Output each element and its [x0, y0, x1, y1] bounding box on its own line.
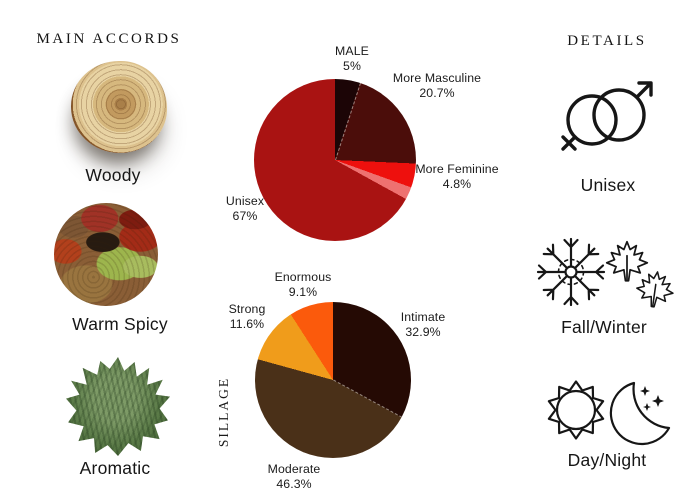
sillage-label-intimate: Intimate 32.9% [400, 310, 446, 339]
unisex-gender-icon [561, 81, 653, 151]
gender-label-unisex: Unisex 67% [225, 194, 265, 223]
sparkle-icon [652, 395, 664, 407]
moon-icon [609, 381, 671, 446]
gender-pie-divider [334, 82, 361, 161]
sparkle-icon [643, 403, 651, 411]
sillage-label-enormous: Enormous 9.1% [274, 270, 332, 299]
detail-label-unisex: Unisex [580, 175, 636, 195]
spices-image [54, 203, 158, 306]
sillage-label-moderate: Moderate 46.3% [267, 462, 321, 491]
maple-leaf-icon [633, 268, 677, 310]
male-arrow [635, 81, 653, 99]
detail-label-fall-winter: Fall/Winter [561, 317, 647, 337]
gender-label-more-feminine: More Feminine 4.8% [415, 162, 499, 191]
conifer-sprig-image [66, 357, 170, 456]
main-accords-title: MAIN ACCORDS [36, 31, 182, 47]
sun-icon [547, 380, 605, 440]
detail-label-day-night: Day/Night [567, 450, 647, 470]
fall-winter-icon [536, 237, 677, 310]
male-circle [592, 88, 646, 142]
accord-label-aromatic: Aromatic [79, 458, 151, 478]
accord-label-woody: Woody [85, 165, 141, 185]
female-circle [566, 94, 618, 146]
maple-leaf-icon [605, 240, 649, 282]
details-title: DETAILS [567, 33, 647, 49]
sparkle-icon [640, 386, 650, 396]
day-night-icon [547, 380, 671, 446]
wood-slice-image [71, 61, 167, 153]
sillage-label-strong: Strong 11.6% [228, 302, 266, 331]
snowflake-icon [536, 237, 606, 307]
gender-label-more-masculine: More Masculine 20.7% [392, 71, 482, 100]
accord-label-warm-spicy: Warm Spicy [72, 314, 168, 334]
female-cross [561, 135, 577, 151]
sillage-axis-label: SILLAGE [216, 376, 231, 448]
gender-pie-chart [254, 79, 416, 241]
sillage-pie-divider [332, 379, 402, 418]
gender-label-male: MALE 5% [335, 44, 369, 73]
sillage-pie-chart [255, 302, 411, 458]
